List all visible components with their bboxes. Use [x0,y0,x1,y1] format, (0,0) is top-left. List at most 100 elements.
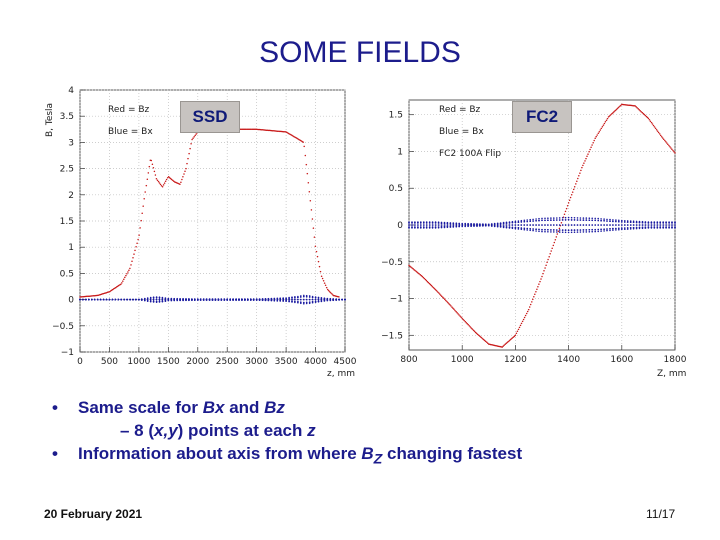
bx-point [582,229,585,231]
bx-point [408,222,410,224]
bz-point [649,120,652,122]
bx-point [644,226,647,228]
bx-point [609,229,611,232]
bx-point [626,227,629,229]
bx-point [635,221,638,224]
bz-point [437,292,440,294]
bx-point [99,298,102,301]
bx-point [164,298,167,301]
bz-point [550,250,552,252]
x-tick-label: 1500 [157,357,180,367]
bx-point [111,298,114,301]
bx-point [561,217,564,219]
bz-point [608,115,611,117]
bx-point [452,224,455,226]
bz-point [472,329,475,331]
bz-point [540,278,542,280]
bx-point [511,224,514,226]
bz-point [179,183,181,185]
bx-point [544,230,546,233]
bz-point [133,253,135,255]
bx-point [585,219,588,221]
bx-point [615,220,617,223]
bx-point [561,229,564,231]
bx-point [591,224,593,226]
legend-entry: Red = Bz [439,105,481,115]
bz-point [515,332,518,335]
bx-point [250,298,252,300]
bz-point [191,138,193,141]
bx-point [491,223,493,225]
bx-point [621,227,623,229]
bz-point [306,172,309,175]
bz-point [170,178,173,181]
bullet-text: changing fastest [382,444,523,463]
bz-point [598,130,601,133]
bz-point [526,310,529,313]
bx-point [505,224,508,226]
bz-point [656,130,659,132]
bx-point [624,224,626,226]
bx-point [594,224,596,226]
bullet-1: • Same scale for Bx and Bz [52,396,692,419]
bz-point [583,162,585,164]
bx-point [188,298,190,300]
bx-point [541,219,543,222]
bx-point [264,298,267,300]
bx-point [425,224,428,226]
bx-point [164,297,167,300]
bx-point [618,227,620,230]
bx-point [288,297,290,299]
bx-point [420,222,422,224]
bx-point [635,224,638,226]
x-tick-label: 4500 [334,357,357,367]
bx-point [434,224,437,226]
bx-point [591,230,593,233]
bx-point [161,300,164,302]
bx-point [314,296,317,299]
bz-point [266,129,269,132]
bx-point [535,220,537,222]
bz-point [670,147,672,149]
bz-point [81,296,83,298]
bx-point [155,300,158,303]
bx-point [535,224,537,226]
bx-point [414,224,416,226]
bx-point [585,231,588,233]
y-tick-label: 2 [68,191,74,201]
bx-point [446,222,449,225]
bx-point [573,217,576,219]
bx-point [505,226,508,228]
bx-point [641,224,644,226]
bz-point [323,282,326,284]
bz-point [150,159,153,162]
bz-point [545,264,547,266]
x-tick-label: 2500 [216,357,239,367]
bx-point [449,225,452,228]
bz-point [450,305,452,307]
bz-point [433,287,436,290]
bz-point [643,113,646,116]
bx-point [146,297,149,300]
ssd-field-chart: 0 500 1000 1500 2000 2500 3000 3500 4000 4500 −1 −0… [45,86,357,379]
bz-point [180,181,182,183]
bx-point [247,298,249,300]
bx-point [85,298,87,301]
legend-entry: Red = Bz [108,105,150,115]
bx-point [317,297,320,299]
bz-point [182,176,184,178]
bx-point [411,226,413,228]
bx-point [529,218,531,221]
bz-point [444,298,446,301]
bx-point [629,227,632,229]
bx-point [411,222,413,224]
bx-point [155,296,158,299]
bz-point [484,340,487,343]
bz-point [551,247,553,249]
bz-point [195,133,197,135]
bz-point [544,267,546,269]
bx-point [158,298,161,301]
x-tick-label: 2000 [186,357,209,367]
bx-point [161,298,164,301]
bx-point [561,219,564,221]
